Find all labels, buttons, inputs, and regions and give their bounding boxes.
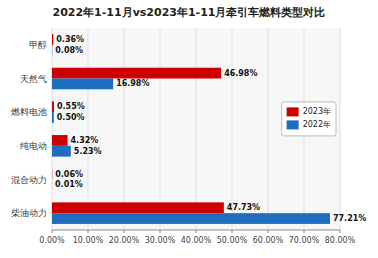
data-label: 0.36% xyxy=(56,35,84,44)
data-label: 0.08% xyxy=(55,46,83,55)
grid-line xyxy=(160,28,161,230)
grid-line xyxy=(340,28,341,230)
bar xyxy=(52,112,54,123)
grid-line xyxy=(268,28,269,230)
grid-line xyxy=(88,28,89,230)
background xyxy=(0,0,378,258)
bar xyxy=(52,34,53,45)
grid-line xyxy=(124,28,125,230)
x-tick-label: 30.00% xyxy=(145,236,176,245)
y-tick-label: 天然气 xyxy=(20,74,47,84)
legend: 2023年 2022年 xyxy=(282,102,336,136)
data-label: 16.98% xyxy=(116,79,149,88)
bar xyxy=(52,68,221,79)
x-tick-label: 10.00% xyxy=(73,236,104,245)
legend-swatch xyxy=(287,107,299,116)
bar xyxy=(52,213,330,224)
data-label: 4.32% xyxy=(71,136,99,145)
bar xyxy=(52,45,53,56)
y-tick-label: 柴油动力 xyxy=(11,208,47,218)
y-tick-label: 纯电动 xyxy=(20,141,47,151)
bar xyxy=(52,79,113,90)
data-label: 0.01% xyxy=(55,180,83,189)
y-tick-label: 混合动力 xyxy=(11,175,47,185)
grid xyxy=(52,28,340,230)
bar xyxy=(52,101,54,112)
bar xyxy=(52,202,224,213)
bar xyxy=(52,169,53,180)
x-tick-label: 50.00% xyxy=(217,236,248,245)
x-axis-line xyxy=(52,230,340,231)
grid-line xyxy=(196,28,197,230)
bar xyxy=(52,146,71,157)
x-tick-label: 40.00% xyxy=(181,236,212,245)
data-label: 5.23% xyxy=(74,147,102,156)
data-labels: 47.73% 0.06% 4.32% 0.55% 46.98% 0.36% 77.21% 0.… xyxy=(55,35,366,223)
x-tick-label: 80.00% xyxy=(325,236,356,245)
data-label: 47.73% xyxy=(227,203,260,212)
bar xyxy=(52,135,68,146)
title: 2022年1-11月vs2023年1-11月牵引车燃料类型对比 xyxy=(52,6,325,19)
data-label: 46.98% xyxy=(224,69,257,78)
x-axis: 0.00% 10.00% 20.00% 30.00% 40.00% 50.00% 60.00… xyxy=(39,230,355,245)
legend-label: 2023年 xyxy=(303,107,331,116)
x-tick-label: 20.00% xyxy=(109,236,140,245)
legend-swatch xyxy=(287,120,299,129)
data-label: 0.06% xyxy=(55,170,83,179)
data-label: 0.55% xyxy=(57,102,85,111)
bars xyxy=(52,34,330,224)
legend-label: 2022年 xyxy=(303,120,331,129)
plot-area xyxy=(52,28,340,230)
y-tick-label: 甲醇 xyxy=(29,40,47,50)
x-tick-label: 70.00% xyxy=(289,236,320,245)
data-label: 0.50% xyxy=(57,113,85,122)
chart: 2022年1-11月vs2023年1-11月牵引车燃料类型对比 0.00% 10.0… xyxy=(0,0,378,258)
data-label: 77.21% xyxy=(333,214,366,223)
grid-line xyxy=(232,28,233,230)
bar xyxy=(52,180,53,191)
x-tick-label: 60.00% xyxy=(253,236,284,245)
grid-line xyxy=(52,28,53,230)
y-tick-label: 燃料电池 xyxy=(11,107,47,117)
legend-box xyxy=(282,102,336,136)
y-axis: 柴油动力 混合动力 纯电动 燃料电池 天然气 甲醇 xyxy=(11,40,47,218)
x-tick-label: 0.00% xyxy=(39,236,65,245)
page: {"chart_data": {"type": "bar", "orientat… xyxy=(0,0,378,258)
